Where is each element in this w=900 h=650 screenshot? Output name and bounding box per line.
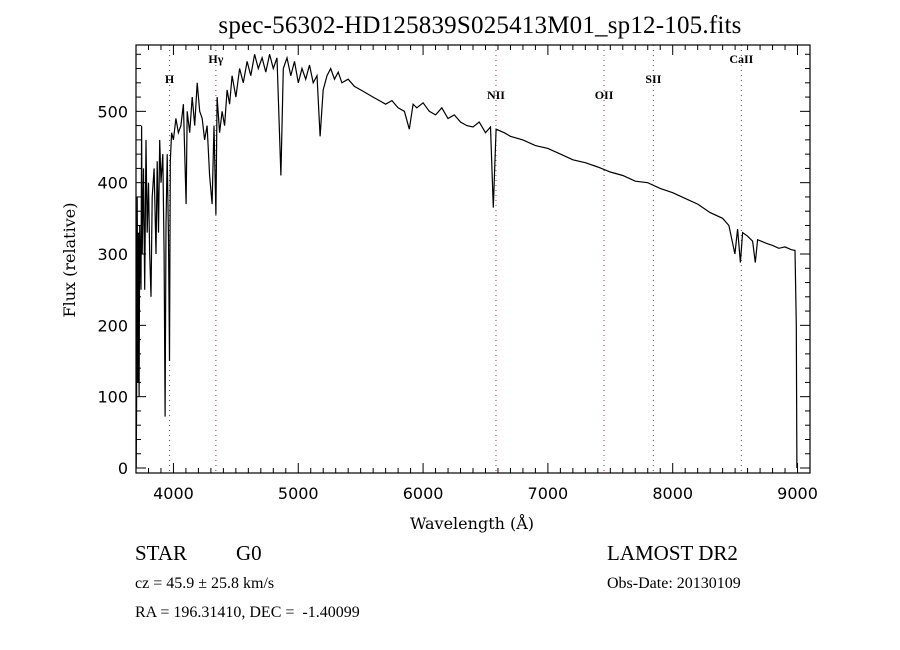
spectral-line-label: SII [645, 72, 661, 86]
object-type: STAR [135, 541, 187, 565]
x-tick-label: 7000 [528, 484, 569, 503]
x-tick-label: 9000 [777, 484, 818, 503]
tick-labels: 4000 5000 6000 7000 8000 9000 0 100 200 300 400 500 [97, 102, 817, 503]
chart-title: spec-56302-HD125839S025413M01_sp12-105.f… [218, 12, 742, 39]
spectral-line-label: NII [487, 88, 505, 102]
y-tick-label: 200 [97, 316, 128, 335]
y-tick-label: 100 [97, 388, 128, 407]
coordinates: RA = 196.31410, DEC = -1.40099 [135, 604, 360, 621]
spectral-line-label: Hγ [208, 52, 223, 66]
spectral-line-label: CaII [729, 52, 753, 66]
redshift-velocity: cz = 45.9 ± 25.8 km/s [135, 575, 275, 592]
x-tick-label: 8000 [652, 484, 693, 503]
spectrum-line [135, 54, 798, 469]
y-axis-title: Flux (relative) [60, 203, 79, 318]
y-tick-label: 400 [97, 174, 128, 193]
observation-date: Obs-Date: 20130109 [607, 575, 741, 592]
x-tick-label: 5000 [278, 484, 319, 503]
y-tick-label: 500 [97, 102, 128, 121]
object-subclass: G0 [236, 541, 262, 565]
x-tick-label: 6000 [403, 484, 444, 503]
spectral-line-label: OII [595, 88, 614, 102]
survey-name: LAMOST DR2 [607, 541, 738, 565]
spectral-line-label: H [165, 72, 175, 86]
axis-ticks [135, 45, 811, 473]
y-tick-label: 300 [97, 245, 128, 264]
x-tick-label: 4000 [153, 484, 194, 503]
x-axis-title: Wavelength (Å) [410, 513, 534, 533]
plot-frame [135, 44, 811, 474]
y-tick-label: 0 [118, 459, 128, 478]
spectral-line-markers: H Hγ NII OII SII CaII [165, 45, 754, 473]
